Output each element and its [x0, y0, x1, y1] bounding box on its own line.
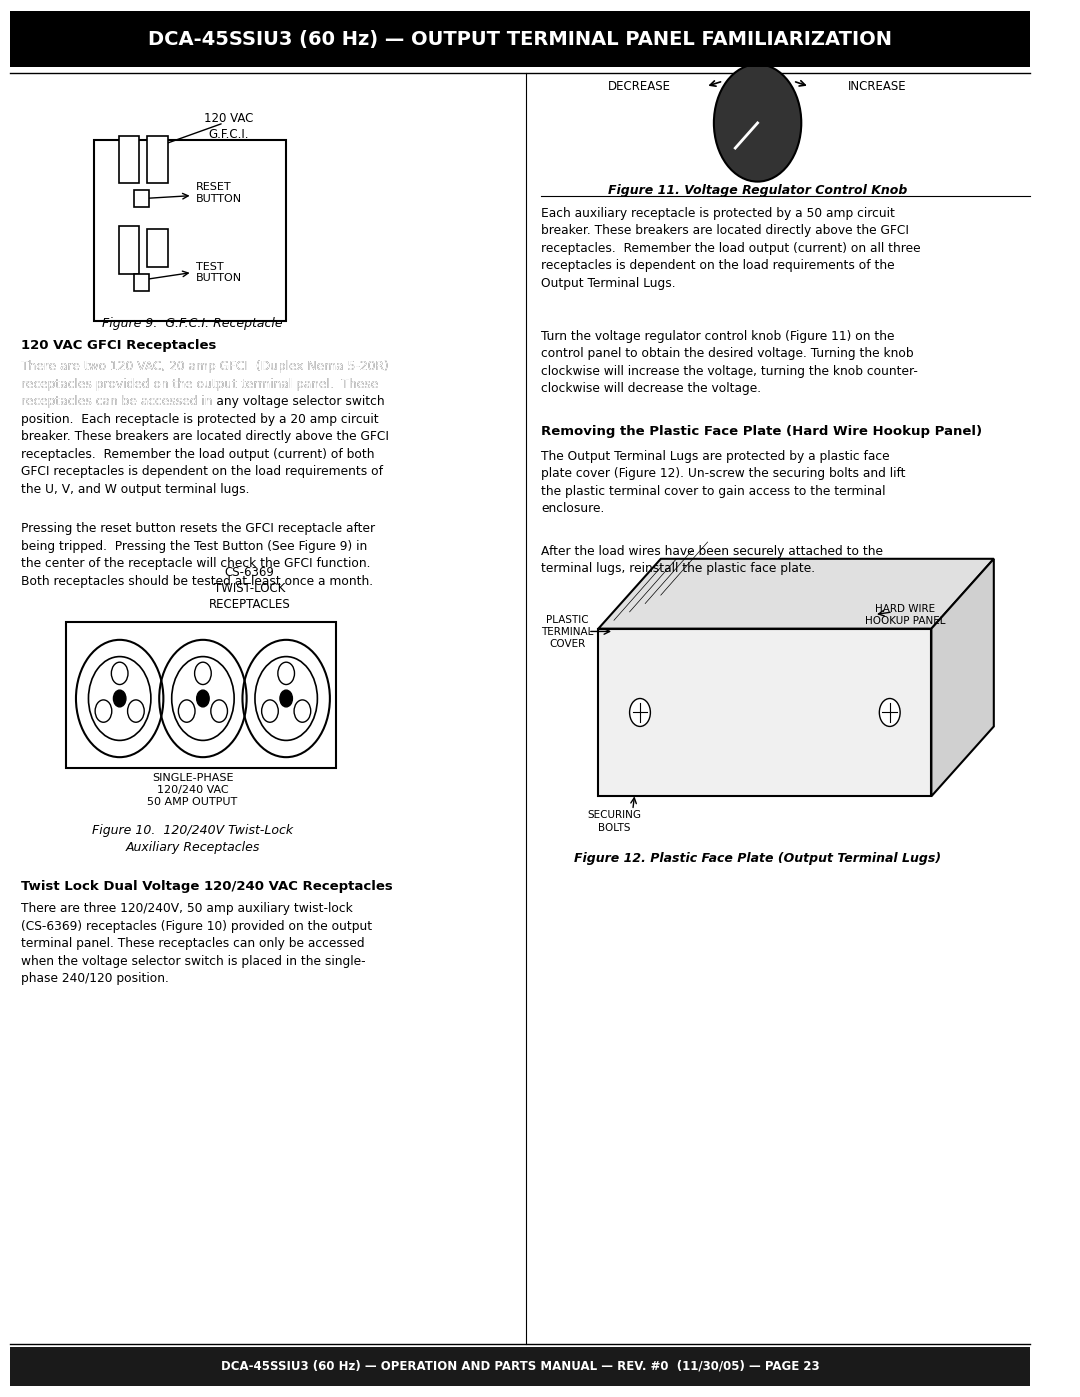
- FancyBboxPatch shape: [598, 629, 931, 796]
- Text: Figure 12. Plastic Face Plate (Output Terminal Lugs): Figure 12. Plastic Face Plate (Output Te…: [573, 852, 941, 865]
- Text: 120 VAC
G.F.C.I.
RECEPTACLE: 120 VAC G.F.C.I. RECEPTACLE: [192, 112, 266, 156]
- Text: SECURING
BOLTS: SECURING BOLTS: [586, 810, 640, 833]
- Circle shape: [879, 698, 900, 726]
- Circle shape: [630, 698, 650, 726]
- FancyBboxPatch shape: [147, 229, 167, 267]
- Circle shape: [197, 690, 210, 707]
- Text: Twist Lock Dual Voltage 120/240 VAC Receptacles: Twist Lock Dual Voltage 120/240 VAC Rece…: [21, 880, 392, 893]
- FancyBboxPatch shape: [119, 226, 139, 274]
- Text: TEST
BUTTON: TEST BUTTON: [195, 261, 242, 284]
- Text: DCA-45SSIU3 (60 Hz) — OPERATION AND PARTS MANUAL — REV. #0  (11/30/05) — PAGE 23: DCA-45SSIU3 (60 Hz) — OPERATION AND PART…: [221, 1359, 820, 1373]
- FancyBboxPatch shape: [119, 136, 139, 183]
- FancyBboxPatch shape: [11, 11, 1030, 67]
- FancyBboxPatch shape: [134, 190, 149, 207]
- Circle shape: [714, 64, 801, 182]
- Text: Removing the Plastic Face Plate (Hard Wire Hookup Panel): Removing the Plastic Face Plate (Hard Wi…: [541, 425, 982, 437]
- Text: There are two 120 VAC, 20 amp GFCI  (Duplex Nema 5-20R)
receptacles provided on : There are two 120 VAC, 20 amp GFCI (Dupl…: [21, 360, 389, 496]
- FancyBboxPatch shape: [134, 274, 149, 291]
- Text: Figure 11. Voltage Regulator Control Knob: Figure 11. Voltage Regulator Control Kno…: [608, 184, 907, 197]
- Circle shape: [280, 690, 293, 707]
- Text: INCREASE: INCREASE: [848, 80, 907, 94]
- Text: Figure 9.  G.F.C.I. Receptacle: Figure 9. G.F.C.I. Receptacle: [103, 317, 283, 330]
- Text: Each auxiliary receptacle is protected by a 50 amp circuit
breaker. These breake: Each auxiliary receptacle is protected b…: [541, 207, 921, 289]
- Text: The Output Terminal Lugs are protected by a plastic face
plate cover (Figure 12): The Output Terminal Lugs are protected b…: [541, 450, 906, 515]
- Text: There are three 120/240V, 50 amp auxiliary twist-lock
(CS-6369) receptacles (Fig: There are three 120/240V, 50 amp auxilia…: [21, 902, 372, 985]
- Text: After the load wires have been securely attached to the
terminal lugs, reinstall: After the load wires have been securely …: [541, 545, 883, 576]
- Text: There are two 120 VAC, 20 amp GFCI  (Duplex Nema 5-20R)
receptacles provided on : There are two 120 VAC, 20 amp GFCI (Dupl…: [21, 360, 389, 408]
- FancyBboxPatch shape: [94, 140, 286, 321]
- FancyBboxPatch shape: [11, 1347, 1030, 1386]
- Text: Pressing the reset button resets the GFCI receptacle after
being tripped.  Press: Pressing the reset button resets the GFC…: [21, 522, 375, 588]
- Text: 120 VAC GFCI Receptacles: 120 VAC GFCI Receptacles: [21, 339, 216, 352]
- Text: Turn the voltage regulator control knob (Figure 11) on the
control panel to obta: Turn the voltage regulator control knob …: [541, 330, 918, 395]
- Text: DCA-45SSIU3 (60 Hz) — OUTPUT TERMINAL PANEL FAMILIARIZATION: DCA-45SSIU3 (60 Hz) — OUTPUT TERMINAL PA…: [148, 29, 892, 49]
- Polygon shape: [598, 559, 994, 629]
- Text: CS-6369
TWIST-LOCK
RECEPTACLES: CS-6369 TWIST-LOCK RECEPTACLES: [208, 566, 291, 610]
- Text: HARD WIRE
HOOKUP PANEL: HARD WIRE HOOKUP PANEL: [865, 604, 946, 626]
- Circle shape: [113, 690, 126, 707]
- Text: SINGLE-PHASE
120/240 VAC
50 AMP OUTPUT: SINGLE-PHASE 120/240 VAC 50 AMP OUTPUT: [147, 773, 238, 807]
- Text: PLASTIC
TERMINAL
COVER: PLASTIC TERMINAL COVER: [541, 615, 593, 650]
- Polygon shape: [931, 559, 994, 796]
- Text: RESET
BUTTON: RESET BUTTON: [195, 182, 242, 204]
- Text: DECREASE: DECREASE: [608, 80, 671, 94]
- FancyBboxPatch shape: [147, 136, 167, 183]
- Text: Figure 10.  120/240V Twist-Lock
Auxiliary Receptacles: Figure 10. 120/240V Twist-Lock Auxiliary…: [92, 824, 293, 854]
